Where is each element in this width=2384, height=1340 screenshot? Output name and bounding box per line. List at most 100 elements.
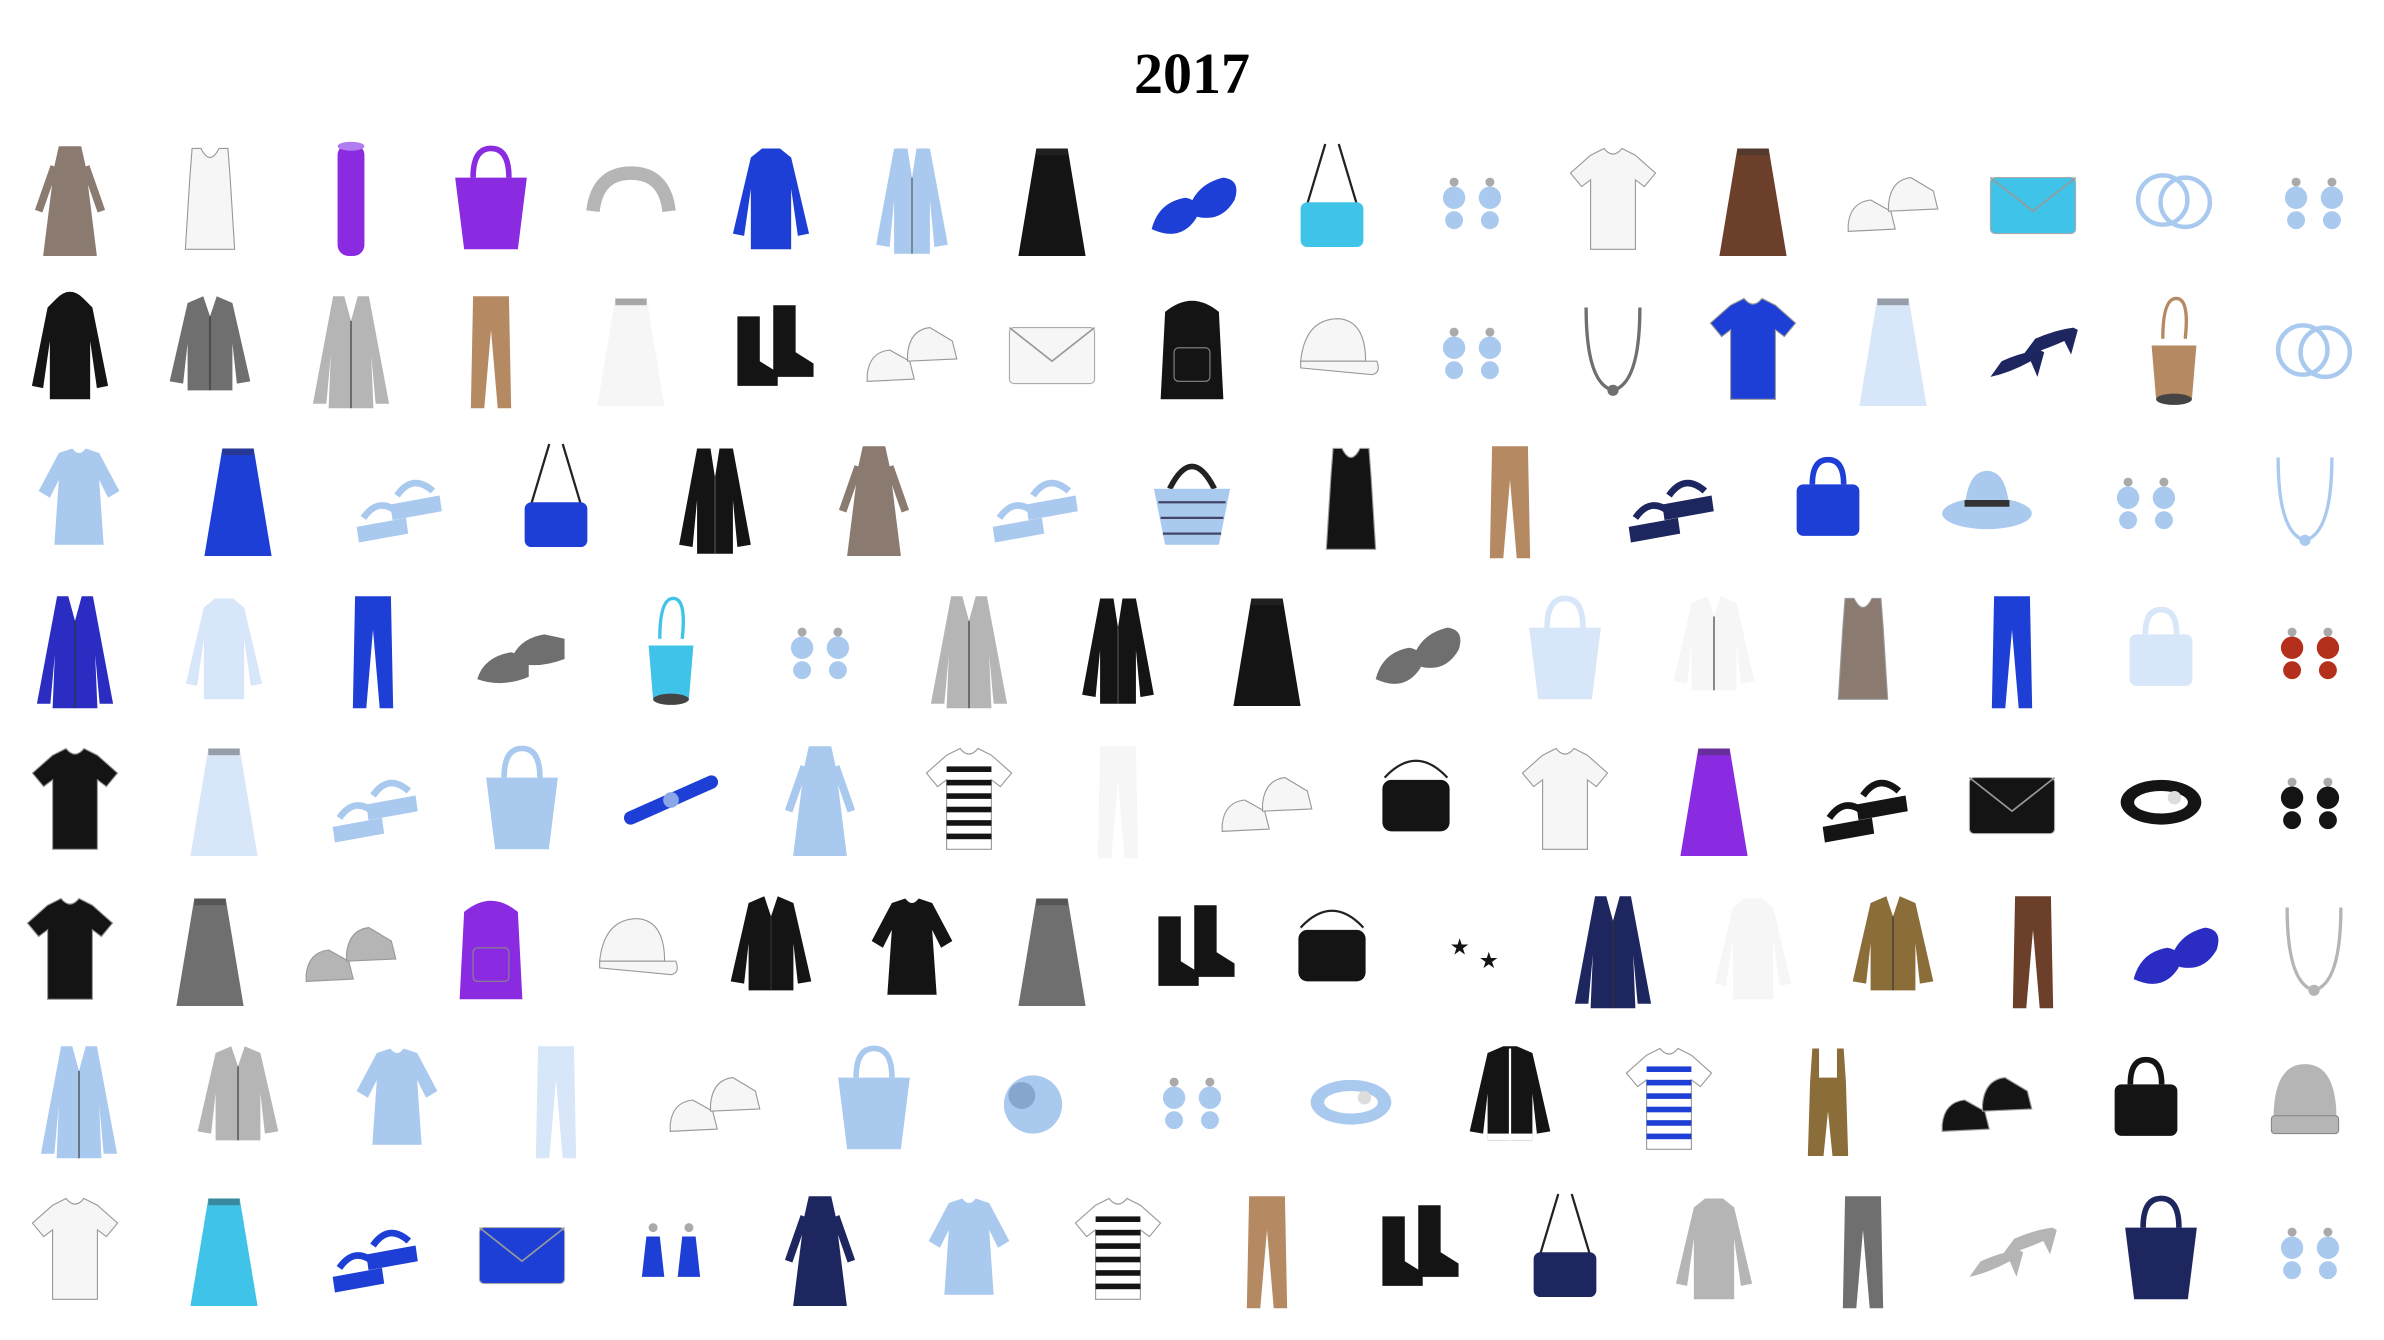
sweater-icon (1658, 1180, 1770, 1320)
backpack-icon (1136, 280, 1248, 420)
earrings-icon (2254, 1180, 2366, 1320)
item-grid: ★ ★ (0, 130, 2384, 1340)
flats-icon (1360, 580, 1472, 720)
dress-icon (764, 1180, 876, 1320)
sneakers-icon (1211, 730, 1323, 870)
jacket-icon (154, 280, 266, 420)
sandals-icon (1613, 430, 1725, 570)
blouse-icon (913, 1180, 1025, 1320)
skirt-icon (1697, 130, 1809, 270)
shoulder-bag-icon (500, 430, 612, 570)
pants-icon (500, 1030, 612, 1170)
tote-bag-icon (818, 1030, 930, 1170)
shoulder-bag-icon (1509, 1180, 1621, 1320)
earrings-icon (1136, 1030, 1248, 1170)
pants-icon (1062, 730, 1174, 870)
clutch-icon (1977, 130, 2089, 270)
tote-bag-icon (2105, 1180, 2217, 1320)
sandals-icon (317, 1180, 429, 1320)
coat-icon (19, 580, 131, 720)
pants-icon (1977, 880, 2089, 1020)
coat-icon (1557, 880, 1669, 1020)
sandals-icon (1807, 730, 1919, 870)
necklace-icon (2258, 880, 2370, 1020)
cardigan-icon (1062, 580, 1174, 720)
skirt-icon (182, 430, 294, 570)
pants-icon (317, 580, 429, 720)
tshirt-icon (1509, 730, 1621, 870)
pants-icon (435, 280, 547, 420)
cap-icon (1276, 280, 1388, 420)
beanie-icon (2249, 1030, 2361, 1170)
sneakers-icon (1931, 1030, 2043, 1170)
earrings-icon (2254, 730, 2366, 870)
sneakers-icon (295, 880, 407, 1020)
sandals-icon (977, 430, 1089, 570)
skirt-icon (154, 880, 266, 1020)
skirt-icon (168, 1180, 280, 1320)
bangles-icon (2118, 130, 2230, 270)
handbag-icon (2090, 1030, 2202, 1170)
pants-icon (1956, 580, 2068, 720)
clutch-icon (466, 1180, 578, 1320)
handbag-icon (1772, 430, 1884, 570)
boots-icon (1360, 1180, 1472, 1320)
dress-icon (14, 130, 126, 270)
earrings-icon (2258, 130, 2370, 270)
striped-top-icon (1062, 1180, 1174, 1320)
overalls-icon (1772, 1030, 1884, 1170)
flats-icon (1136, 130, 1248, 270)
blouse-icon (341, 1030, 453, 1170)
skirt-icon (996, 130, 1108, 270)
flats-icon (2118, 880, 2230, 1020)
earrings-icon (2090, 430, 2202, 570)
pants-icon (1211, 1180, 1323, 1320)
sandals-icon (341, 430, 453, 570)
pumps-icon (1977, 280, 2089, 420)
tshirt-icon (19, 1180, 131, 1320)
skirt-icon (168, 730, 280, 870)
earrings-icon (2254, 580, 2366, 720)
earrings-icon (1416, 280, 1528, 420)
skirt-icon (1837, 280, 1949, 420)
necklace-icon (1557, 280, 1669, 420)
cardigan-icon (659, 430, 771, 570)
tank-top-icon (1295, 430, 1407, 570)
bucket-bag-icon (615, 580, 727, 720)
sweater-icon (1697, 880, 1809, 1020)
svg-text:★: ★ (1479, 948, 1499, 974)
boots-icon (1136, 880, 1248, 1020)
tank-top-icon (154, 130, 266, 270)
coat-icon (913, 580, 1025, 720)
clutch-icon (996, 280, 1108, 420)
pompom-icon (977, 1030, 1089, 1170)
skirt-icon (1211, 580, 1323, 720)
jacket-icon (1658, 580, 1770, 720)
loafers-icon (466, 580, 578, 720)
tshirt-icon (1697, 280, 1809, 420)
earrings-icon (764, 580, 876, 720)
striped-top-icon (913, 730, 1025, 870)
cuff-bracelet-icon (2105, 730, 2217, 870)
yoga-mat-icon (295, 130, 407, 270)
shoulder-bag-icon (1276, 130, 1388, 270)
tshirt-icon (19, 730, 131, 870)
tshirt-icon (1557, 130, 1669, 270)
skirt-icon (996, 880, 1108, 1020)
tote-bag-icon (435, 130, 547, 270)
jacket-icon (715, 880, 827, 1020)
tshirt-icon (14, 880, 126, 1020)
sneakers-icon (1837, 130, 1949, 270)
sneakers-icon (659, 1030, 771, 1170)
tote-bag-icon (1509, 580, 1621, 720)
skirt-icon (575, 280, 687, 420)
camera-bag-icon (1276, 880, 1388, 1020)
camera-bag-icon (1360, 730, 1472, 870)
jacket-icon (182, 1030, 294, 1170)
sweater-icon (168, 580, 280, 720)
boots-icon (715, 280, 827, 420)
earrings-icon (1416, 130, 1528, 270)
sweater-icon (715, 130, 827, 270)
tank-top-icon (1807, 580, 1919, 720)
necklace-icon (2249, 430, 2361, 570)
